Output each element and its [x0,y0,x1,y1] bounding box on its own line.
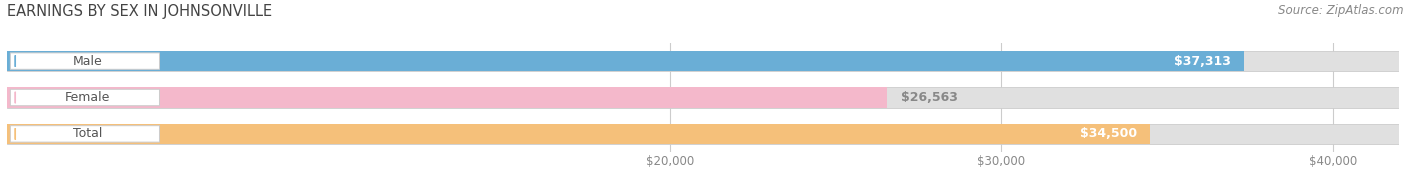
Text: $34,500: $34,500 [1080,127,1137,140]
FancyBboxPatch shape [10,53,159,69]
Bar [7,51,1399,71]
Text: $37,313: $37,313 [1174,55,1230,68]
Bar [7,124,1399,144]
Text: Male: Male [73,55,103,68]
FancyBboxPatch shape [10,89,159,106]
Text: $26,563: $26,563 [901,91,957,104]
Text: Female: Female [65,91,111,104]
Text: Total: Total [73,127,103,140]
Bar [7,88,887,107]
Bar [7,88,1399,107]
FancyBboxPatch shape [10,126,159,142]
Text: Source: ZipAtlas.com: Source: ZipAtlas.com [1278,4,1403,17]
Text: EARNINGS BY SEX IN JOHNSONVILLE: EARNINGS BY SEX IN JOHNSONVILLE [7,4,273,19]
Bar [7,51,1244,71]
Bar [7,124,1150,144]
